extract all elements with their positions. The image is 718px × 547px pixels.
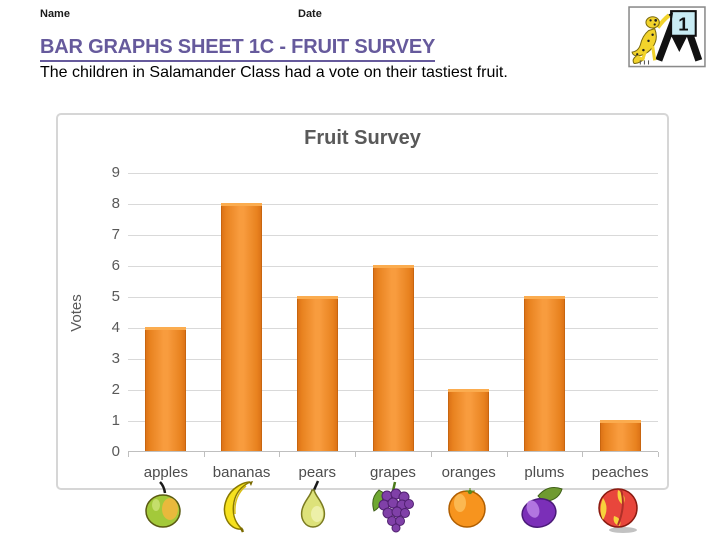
name-label: Name (40, 8, 70, 20)
y-tick-label: 0 (111, 443, 120, 460)
x-axis-tick (355, 452, 357, 457)
bar-bananas (221, 203, 263, 451)
bar-apples (145, 327, 187, 451)
bar-grapes (372, 265, 414, 451)
x-axis-tick (203, 452, 205, 457)
plot-area (128, 173, 658, 452)
x-axis-tick (279, 452, 281, 457)
y-tick-label: 8 (111, 195, 120, 212)
banana-icon (216, 478, 264, 534)
bar-plums (523, 296, 565, 451)
gridline (128, 235, 658, 236)
date-label: Date (298, 8, 322, 20)
bar-peaches (599, 420, 641, 451)
category-label-bananas: bananas (212, 464, 271, 481)
page-subtitle: The children in Salamander Class had a v… (40, 64, 508, 81)
chart-title: Fruit Survey (304, 127, 421, 149)
gridline (128, 173, 658, 174)
gridline (128, 204, 658, 205)
category-label-oranges: oranges (441, 464, 496, 481)
x-axis-tick (128, 452, 129, 457)
y-tick-label: 3 (111, 350, 120, 367)
peach-icon (594, 478, 642, 534)
y-tick-label: 9 (111, 164, 120, 181)
y-tick-label: 7 (111, 226, 120, 243)
category-label-grapes: grapes (370, 464, 416, 481)
plum-icon (518, 478, 566, 534)
category-label-plums: plums (524, 464, 565, 481)
bar-pears (296, 296, 338, 451)
y-tick-label: 4 (111, 319, 120, 336)
pear-icon (291, 478, 339, 534)
salamander-logo-icon: 1 (628, 6, 706, 68)
x-axis-tick (582, 452, 584, 457)
y-tick-label: 2 (111, 381, 120, 398)
fruit-survey-bar-chart: Fruit Survey Votes 0 1 2 3 4 5 6 7 8 9 apples banan… (56, 113, 669, 490)
orange-icon (443, 478, 491, 534)
y-tick-label: 5 (111, 288, 120, 305)
category-label-pears: pears (298, 464, 337, 481)
logo-number: 1 (678, 14, 688, 35)
grapes-icon (367, 478, 415, 534)
category-label-apples: apples (143, 464, 188, 481)
x-axis-tick (506, 452, 508, 457)
x-axis-tick (430, 452, 432, 457)
category-label-peaches: peaches (591, 464, 649, 481)
page-title: BAR GRAPHS SHEET 1C - FRUIT SURVEY (40, 36, 435, 62)
apple-icon (140, 478, 188, 534)
bar-oranges (448, 389, 490, 451)
y-tick-label: 1 (111, 412, 120, 429)
y-tick-label: 6 (111, 257, 120, 274)
x-axis-tick (658, 452, 659, 457)
math-salamanders-logo: 1 (628, 6, 706, 68)
